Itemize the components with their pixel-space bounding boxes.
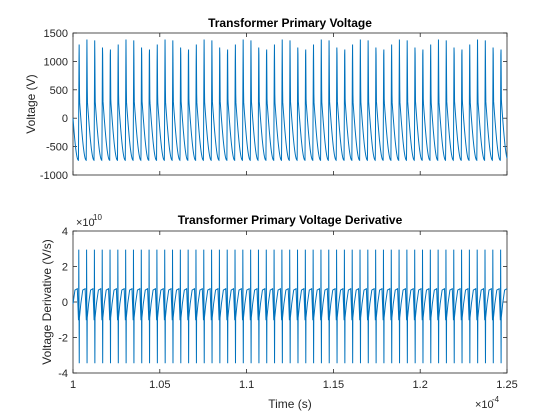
top-y-tick-label: -500 [46, 142, 68, 154]
top-axes: Transformer Primary Voltage -1000 -500 0 50… [24, 16, 508, 182]
x-tick-label: 1.05 [149, 379, 170, 391]
bottom-series-line [72, 249, 508, 364]
x-exponent-power: -4 [492, 395, 500, 404]
top-y-tick-label: 1000 [44, 56, 68, 68]
x-exponent-base: ×10 [475, 399, 494, 411]
x-axis-label: Time (s) [268, 397, 312, 411]
y-exponent-label: ×10 10 [76, 213, 102, 229]
x-tick-label: 1.2 [413, 379, 428, 391]
x-exponent-label: ×10 -4 [475, 395, 500, 411]
bottom-axes: Transformer Primary Voltage Derivative -… [40, 213, 518, 411]
top-y-tick-label: -1000 [40, 170, 68, 182]
bottom-y-axis-label: Voltage Derivative (V/s) [40, 239, 54, 364]
x-tick-label: 1.25 [496, 379, 517, 391]
bottom-y-tick-label: -4 [58, 368, 68, 380]
bottom-y-tick-label: 0 [62, 297, 68, 309]
top-y-tick-label: 0 [62, 113, 68, 125]
y-exponent-power: 10 [93, 213, 102, 222]
top-y-tick-label: 1500 [44, 28, 68, 40]
top-series-line [72, 39, 508, 162]
top-y-tick-label: 500 [50, 85, 68, 97]
x-tick-label: 1 [70, 379, 76, 391]
bottom-y-tick-label: 2 [62, 262, 68, 274]
bottom-chart-title: Transformer Primary Voltage Derivative [178, 213, 403, 227]
x-tick-label: 1.15 [323, 379, 344, 391]
top-chart-title: Transformer Primary Voltage [208, 16, 372, 30]
top-y-axis-label: Voltage (V) [24, 74, 38, 133]
y-exponent-base: ×10 [76, 217, 95, 229]
bottom-y-tick-label: -2 [58, 333, 68, 345]
bottom-y-tick-label: 4 [62, 226, 68, 238]
x-tick-label: 1.1 [239, 379, 254, 391]
